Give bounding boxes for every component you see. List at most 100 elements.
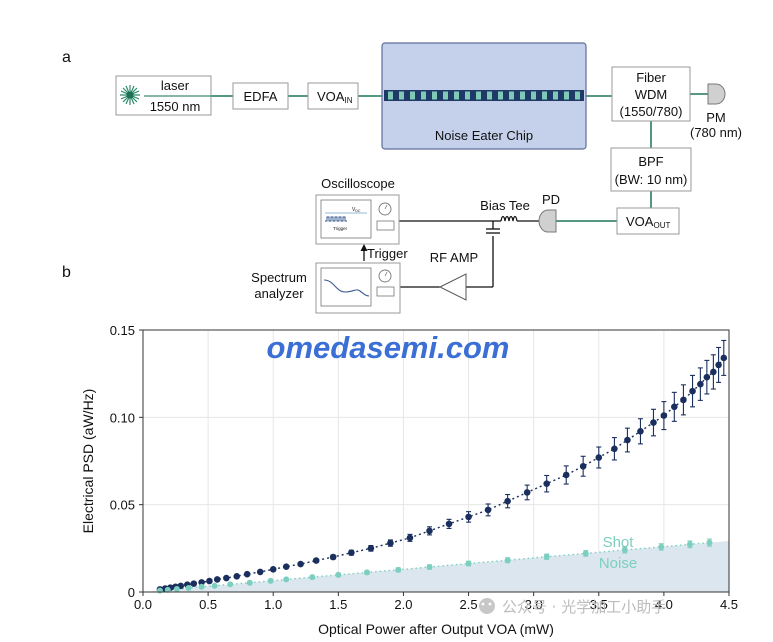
shot-noise-point [211,582,218,589]
measured-point [689,387,696,395]
rf-amp-label: RF AMP [430,250,478,265]
shot-noise-point [173,586,180,593]
measured-point [624,436,631,444]
shot-noise-point [426,564,433,571]
shot-noise-point [363,569,370,576]
y-axis-label: Electrical PSD (aW/Hz) [80,389,96,534]
y-tick-label: 0.05 [110,498,135,513]
x-tick-label: 1.5 [329,597,347,612]
axis-ticks: 0.0 0.5 1.0 1.5 2.0 2.5 3.0 3.5 4.0 4.5 0 0.05 0.10 0… [110,323,738,612]
shot-noise-point [543,553,550,560]
pm-label: PM [706,110,726,125]
voa-in-label: VOAIN [317,89,353,105]
x-axis-label: Optical Power after Output VOA (mW) [318,621,554,637]
setup-diagram: laser 1550 nm EDFA VOAIN Noise Eater Chi… [115,42,742,314]
measured-point [256,568,264,576]
bpf-box [610,147,692,192]
laser-starburst-icon [120,85,140,105]
measured-point [611,445,618,453]
spectrum-trace [323,279,370,297]
measured-point [445,520,453,528]
voa-in-box [307,82,359,110]
shot-noise-point [309,574,316,581]
plot-frame [142,329,730,593]
shot-noise-point [658,543,665,550]
x-tick-label: 0.5 [199,597,217,612]
measured-point [523,489,531,496]
shot-noise-point [227,581,234,588]
rf-amp-icon [438,273,467,301]
laser-label: laser [161,78,190,93]
chip-waveguide [384,90,584,101]
series-lines [159,357,725,592]
x-tick-label: 2.5 [460,597,478,612]
x-tick-label: 0.0 [134,597,152,612]
shot-noise-point [504,557,511,564]
spectrum-label-line1: Spectrum [251,270,307,285]
x-tick-label: 2.0 [394,597,412,612]
bpf-label: BPF [638,154,663,169]
measured-point [637,428,644,435]
data-points [156,339,728,594]
chip-waveguide-segments [388,91,580,100]
measured-point [198,579,205,586]
measured-point [484,506,492,514]
shot-noise-point [621,546,628,553]
measured-point [348,549,355,556]
x-tick-label: 4.0 [655,597,673,612]
psd-chart: 0.0 0.5 1.0 1.5 2.0 2.5 3.0 3.5 4.0 4.5 0 0.05 0.10 0… [80,323,738,637]
measured-point [465,513,472,521]
measured-point [671,403,678,411]
shot-noise-annotation-line1: Shot [603,534,635,551]
measured-point [406,534,414,542]
shot-noise-point [465,560,472,567]
measured-point [213,576,221,583]
panel-label-b: b [62,264,71,281]
y-tick-label: 0.15 [110,323,135,338]
measured-point [367,545,375,552]
shot-noise-point [156,587,163,594]
measured-point [206,577,213,585]
shot-noise-point [335,571,342,578]
measured-point [282,563,290,570]
x-tick-label: 3.0 [525,597,543,612]
shot-noise-point [246,579,253,586]
x-tick-label: 1.0 [264,597,282,612]
measured-point [697,380,704,388]
laser-wavelength: 1550 nm [150,99,201,114]
measured-point [426,527,433,535]
pd-label: PD [542,192,560,207]
measured-point [223,574,230,582]
shot-noise-point [198,583,205,590]
measured-point [243,570,251,578]
edfa-box [232,82,289,110]
y-tick-label: 0 [128,585,135,600]
wechat-icon [479,598,495,614]
bias-tee-inductor-icon [500,215,518,222]
shot-noise-point [185,584,192,591]
measured-point [715,361,722,369]
electrical-wires [360,220,540,288]
oscilloscope-trace [325,216,347,222]
measured-point [720,354,728,362]
measured-point [680,396,687,404]
measured-point [312,557,320,564]
measured-point [329,553,337,561]
wdm-box [611,66,691,122]
edfa-label: EDFA [244,89,278,104]
shot-noise-line [159,541,710,592]
trigger-label: Trigger [367,246,408,261]
voa-out-label: VOAOUT [626,214,670,230]
measured-point [504,497,511,505]
shot-noise-point [267,577,274,584]
shot-noise-point [686,541,693,548]
measured-point [233,572,241,580]
spectrum-label-line2: analyzer [254,286,304,301]
measured-point [703,373,711,381]
oscilloscope-trigger-text: Trigger [333,226,348,231]
shot-noise-area [143,540,729,592]
pm-wavelength: (780 nm) [690,125,742,140]
measured-point [297,560,304,568]
measured-point [269,565,277,573]
